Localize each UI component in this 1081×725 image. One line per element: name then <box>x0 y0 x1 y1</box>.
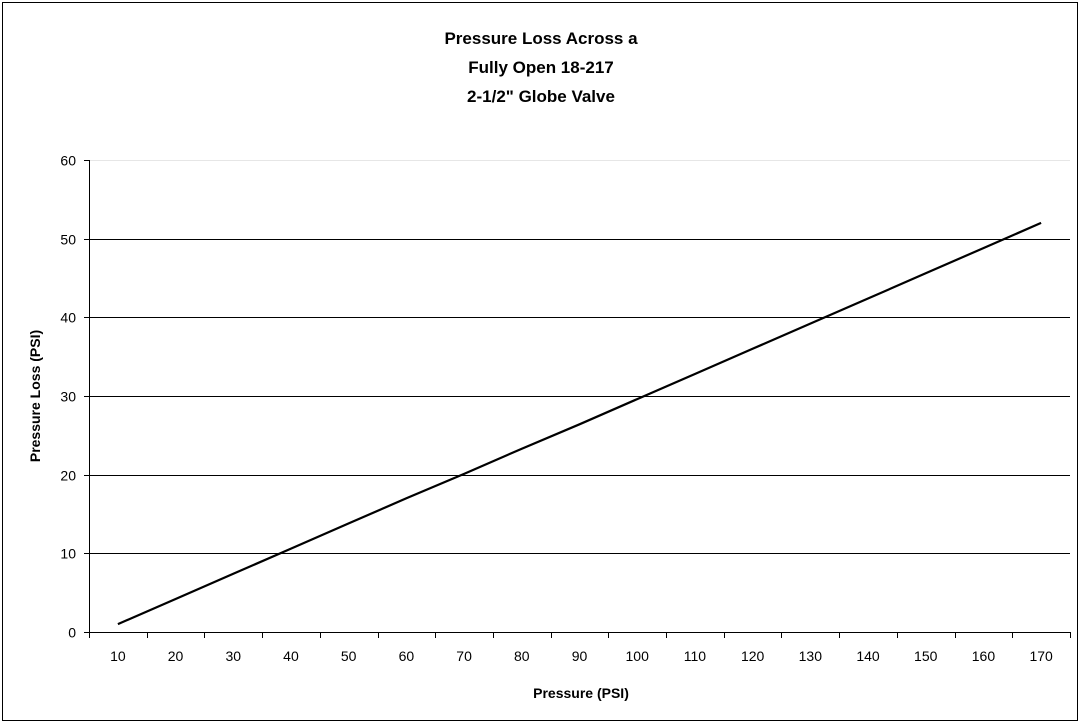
x-tick-label-120: 120 <box>741 648 765 664</box>
y-tick-label-50: 50 <box>60 232 76 248</box>
x-tick-label-20: 20 <box>168 648 184 664</box>
y-tick-label-40: 40 <box>60 310 76 326</box>
y-tick-label-10: 10 <box>60 546 76 562</box>
x-tick-label-110: 110 <box>684 648 707 664</box>
y-axis-ticks: 0 10 20 30 40 50 60 <box>60 153 89 641</box>
chart-title-line-2: Fully Open 18-217 <box>468 58 614 77</box>
x-tick-label-140: 140 <box>856 648 880 664</box>
x-tick-label-170: 170 <box>1029 648 1053 664</box>
x-tick-label-60: 60 <box>399 648 415 664</box>
x-tick-label-10: 10 <box>110 648 126 664</box>
x-tick-label-30: 30 <box>225 648 241 664</box>
series-group <box>117 221 1042 626</box>
x-tick-label-150: 150 <box>914 648 938 664</box>
y-tick-label-20: 20 <box>60 468 76 484</box>
gridlines <box>89 160 1070 554</box>
y-tick-label-0: 0 <box>68 625 76 641</box>
y-tick-label-60: 60 <box>60 153 76 169</box>
chart-title-line-1: Pressure Loss Across a <box>444 29 638 48</box>
x-axis-title: Pressure (PSI) <box>533 685 629 701</box>
x-tick-label-100: 100 <box>626 648 650 664</box>
x-tick-label-70: 70 <box>456 648 472 664</box>
x-tick-label-160: 160 <box>972 648 996 664</box>
y-tick-label-30: 30 <box>60 389 76 405</box>
series-line-0 <box>117 221 1042 626</box>
x-tick-label-130: 130 <box>799 648 823 664</box>
y-axis-title: Pressure Loss (PSI) <box>27 330 43 462</box>
x-tick-label-50: 50 <box>341 648 357 664</box>
chart-title-line-3: 2-1/2" Globe Valve <box>467 87 615 106</box>
x-tick-label-90: 90 <box>572 648 588 664</box>
x-tick-label-40: 40 <box>283 648 299 664</box>
axes <box>89 160 1070 633</box>
x-axis-ticks: 10 20 30 40 50 60 70 80 90 100 110 120 130 140 150 160 1… <box>89 632 1071 664</box>
x-tick-label-80: 80 <box>514 648 530 664</box>
